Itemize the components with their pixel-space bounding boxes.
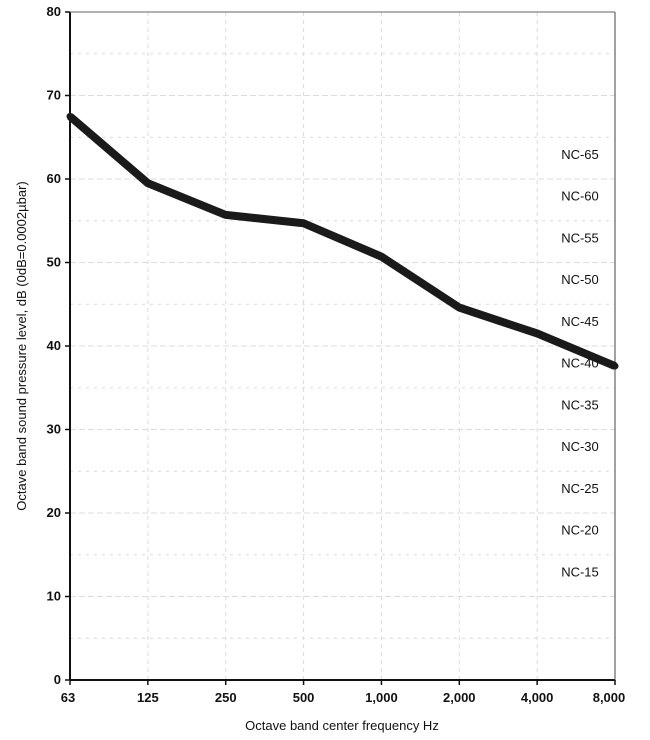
y-tick-label: 50 xyxy=(47,255,61,270)
data-point xyxy=(533,329,541,337)
nc-curve-label: NC-20 xyxy=(561,523,599,538)
nc-curve-label: NC-30 xyxy=(561,439,599,454)
y-tick-label: 20 xyxy=(47,505,61,520)
nc-curve-label: NC-55 xyxy=(561,230,599,245)
nc-curve-label: NC-60 xyxy=(561,189,599,204)
data-point xyxy=(300,219,308,227)
x-tick-label: 2,000 xyxy=(443,690,476,705)
nc-curve-label: NC-15 xyxy=(561,564,599,579)
nc-curve-label: NC-45 xyxy=(561,314,599,329)
x-tick-label: 4,000 xyxy=(521,690,554,705)
axes: 0 10 20 30 40 50 60 70 80 63 125 250 500 1,000 2,000 4,… xyxy=(47,4,626,705)
y-tick-label: 0 xyxy=(54,672,61,687)
x-tick-label: 250 xyxy=(215,690,237,705)
x-tick-label: 125 xyxy=(137,690,159,705)
grid xyxy=(70,12,615,680)
nc-curve-label: NC-65 xyxy=(561,147,599,162)
y-axis-title: Octave band sound pressure level, dB (0d… xyxy=(14,181,29,510)
y-tick-label: 60 xyxy=(47,171,61,186)
y-tick-label: 80 xyxy=(47,4,61,19)
data-point xyxy=(377,253,385,261)
nc-curve-label: NC-25 xyxy=(561,481,599,496)
y-tick-label: 40 xyxy=(47,338,61,353)
series-layer xyxy=(66,112,619,370)
data-point xyxy=(144,179,152,187)
x-axis-title: Octave band center frequency Hz xyxy=(245,718,439,733)
data-point xyxy=(66,112,74,120)
x-tick-label: 63 xyxy=(61,690,75,705)
x-tick-label: 500 xyxy=(293,690,315,705)
x-tick-label: 1,000 xyxy=(365,690,398,705)
nc-curve-label: NC-50 xyxy=(561,272,599,287)
data-point xyxy=(611,362,619,370)
data-point xyxy=(222,211,230,219)
nc-curve-label: NC-35 xyxy=(561,397,599,412)
series-line xyxy=(67,113,617,370)
data-point xyxy=(455,304,463,312)
x-tick-label: 8,000 xyxy=(593,690,626,705)
y-tick-label: 10 xyxy=(47,589,61,604)
y-tick-label: 30 xyxy=(47,422,61,437)
y-tick-label: 70 xyxy=(47,88,61,103)
